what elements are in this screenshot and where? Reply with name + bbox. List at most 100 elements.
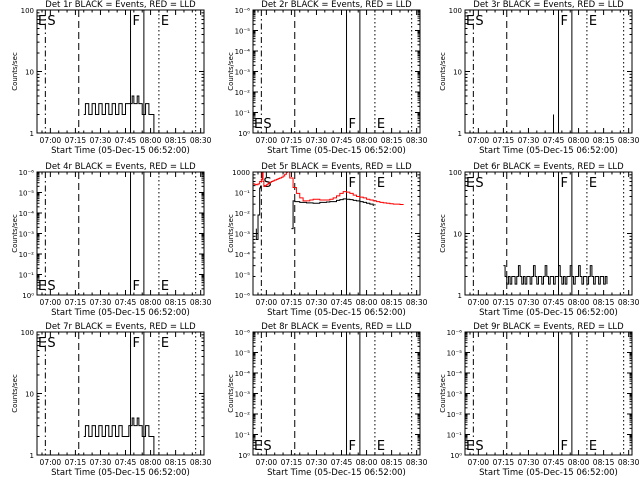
x-tick-label: 08:00 <box>568 458 590 467</box>
x-tick-label: 07:30 <box>518 298 540 307</box>
marker-label: S <box>47 336 55 351</box>
y-tick-label: 1 <box>458 292 462 300</box>
plot-frame <box>252 9 421 134</box>
plot-panel-7: Det 7r BLACK = Events, RED = LLD S F E E 07:0… <box>11 322 212 478</box>
plot-title: Det 8r BLACK = Events, RED = LLD <box>261 322 412 332</box>
x-tick-label: 07:30 <box>90 136 112 145</box>
x-tick-label: 07:30 <box>90 298 112 307</box>
y-tick-label: 10⁻⁵ <box>235 350 251 358</box>
y-axis-label: Counts/sec <box>227 52 235 91</box>
plot-panel-1: Det 1r BLACK = Events, RED = LLD S F E E 07:0… <box>11 0 212 156</box>
y-tick-label: 100 <box>21 329 34 337</box>
y-tick-label: 10⁻⁶ <box>235 329 251 337</box>
x-tick-label: 07:15 <box>493 458 515 467</box>
edge-marker-label: E <box>38 336 46 351</box>
x-tick-label: 07:45 <box>543 136 565 145</box>
plot-frame <box>252 331 421 456</box>
x-tick-label: 08:30 <box>618 136 640 145</box>
y-tick-label: 10⁻⁶ <box>235 7 251 15</box>
edge-marker-label: E <box>254 117 262 132</box>
edge-marker-label: E <box>38 279 46 294</box>
marker-label: F <box>561 439 568 454</box>
x-tick-label: 08:15 <box>593 458 615 467</box>
plot-frame <box>464 331 633 456</box>
x-tick-label: 08:30 <box>406 298 428 307</box>
x-tick-label: 07:45 <box>543 458 565 467</box>
y-tick-label: 10⁻⁶ <box>235 292 251 300</box>
x-tick-label: 07:45 <box>331 458 353 467</box>
data-series-events <box>83 417 155 455</box>
x-axis-label: Start Time (05-Dec-15 06:52:00) <box>267 146 406 156</box>
y-tick-label: 10⁻¹ <box>235 432 251 440</box>
marker-label: S <box>47 14 55 29</box>
x-tick-label: 08:15 <box>165 136 187 145</box>
edge-marker-label: E <box>254 439 262 454</box>
x-tick-label: 08:30 <box>190 136 212 145</box>
y-tick-label: 10⁻³ <box>19 231 35 239</box>
y-tick-label: 10⁻⁵ <box>19 190 35 198</box>
y-tick-label: 10⁻⁴ <box>235 48 251 56</box>
y-axis-label: Counts/sec <box>227 374 235 413</box>
x-tick-label: 08:15 <box>381 298 403 307</box>
y-tick-label: 10⁻³ <box>235 231 251 239</box>
y-tick-label: 1 <box>30 130 34 138</box>
x-tick-label: 07:00 <box>256 298 278 307</box>
y-axis-label: Counts/sec <box>11 214 19 253</box>
x-tick-label: 08:30 <box>190 458 212 467</box>
marker-label: F <box>349 117 356 132</box>
marker-label: E <box>589 439 597 454</box>
series-group <box>503 265 608 285</box>
x-axis-label: Start Time (05-Dec-15 06:52:00) <box>267 468 406 478</box>
x-tick-label: 08:00 <box>568 136 590 145</box>
y-tick-label: 100 <box>449 7 462 15</box>
x-tick-label: 07:45 <box>115 298 137 307</box>
x-tick-label: 08:00 <box>356 136 378 145</box>
x-tick-label: 07:00 <box>468 298 490 307</box>
y-tick-label: 10⁻⁴ <box>19 210 35 218</box>
y-tick-label: 10⁻⁶ <box>19 169 35 177</box>
marker-label: S <box>263 439 271 454</box>
x-tick-label: 07:00 <box>468 458 490 467</box>
x-tick-label: 07:15 <box>493 136 515 145</box>
y-axis-label: Counts/sec <box>439 214 447 253</box>
marker-label: F <box>133 336 140 351</box>
plot-frame <box>252 171 421 296</box>
marker-label: F <box>133 14 140 29</box>
y-axis-label: Counts/sec <box>227 214 235 253</box>
plot-panel-9: Det 9r BLACK = Events, RED = LLD S F E E 07:0… <box>439 322 640 478</box>
plot-title: Det 3r BLACK = Events, RED = LLD <box>473 0 624 10</box>
series-group <box>253 172 404 240</box>
marker-label: S <box>47 279 55 294</box>
y-tick-label: 10 <box>25 391 34 399</box>
x-tick-label: 08:15 <box>593 136 615 145</box>
plot-panel-3: Det 3r BLACK = Events, RED = LLD S F E E 07:0… <box>439 0 640 156</box>
x-axis-label: Start Time (05-Dec-15 06:52:00) <box>267 308 406 318</box>
x-tick-label: 08:00 <box>356 458 378 467</box>
x-tick-label: 08:00 <box>568 298 590 307</box>
plot-title: Det 5r BLACK = Events, RED = LLD <box>261 162 412 172</box>
x-tick-label: 07:45 <box>543 298 565 307</box>
plot-title: Det 4r BLACK = Events, RED = LLD <box>45 162 196 172</box>
x-tick-label: 08:00 <box>140 298 162 307</box>
plot-title: Det 9r BLACK = Events, RED = LLD <box>473 322 624 332</box>
y-tick-label: 10⁰ <box>238 130 250 138</box>
y-tick-label: 100 <box>21 7 34 15</box>
x-axis-label: Start Time (05-Dec-15 06:52:00) <box>479 308 618 318</box>
x-tick-label: 07:30 <box>306 458 328 467</box>
x-tick-label: 07:15 <box>65 298 87 307</box>
x-axis-label: Start Time (05-Dec-15 06:52:00) <box>479 146 618 156</box>
y-tick-label: 10⁻¹ <box>235 110 251 118</box>
marker-label: E <box>589 176 597 191</box>
x-tick-label: 07:30 <box>306 136 328 145</box>
x-tick-label: 08:30 <box>406 136 428 145</box>
x-tick-label: 07:00 <box>468 136 490 145</box>
marker-label: F <box>561 176 568 191</box>
y-tick-label: 10⁻⁵ <box>235 28 251 36</box>
marker-label: S <box>475 14 483 29</box>
plot-title: Det 1r BLACK = Events, RED = LLD <box>45 0 196 10</box>
y-tick-label: 10⁻³ <box>235 391 251 399</box>
edge-marker-label: E <box>466 14 474 29</box>
x-tick-label: 08:15 <box>381 458 403 467</box>
x-tick-label: 08:30 <box>618 458 640 467</box>
